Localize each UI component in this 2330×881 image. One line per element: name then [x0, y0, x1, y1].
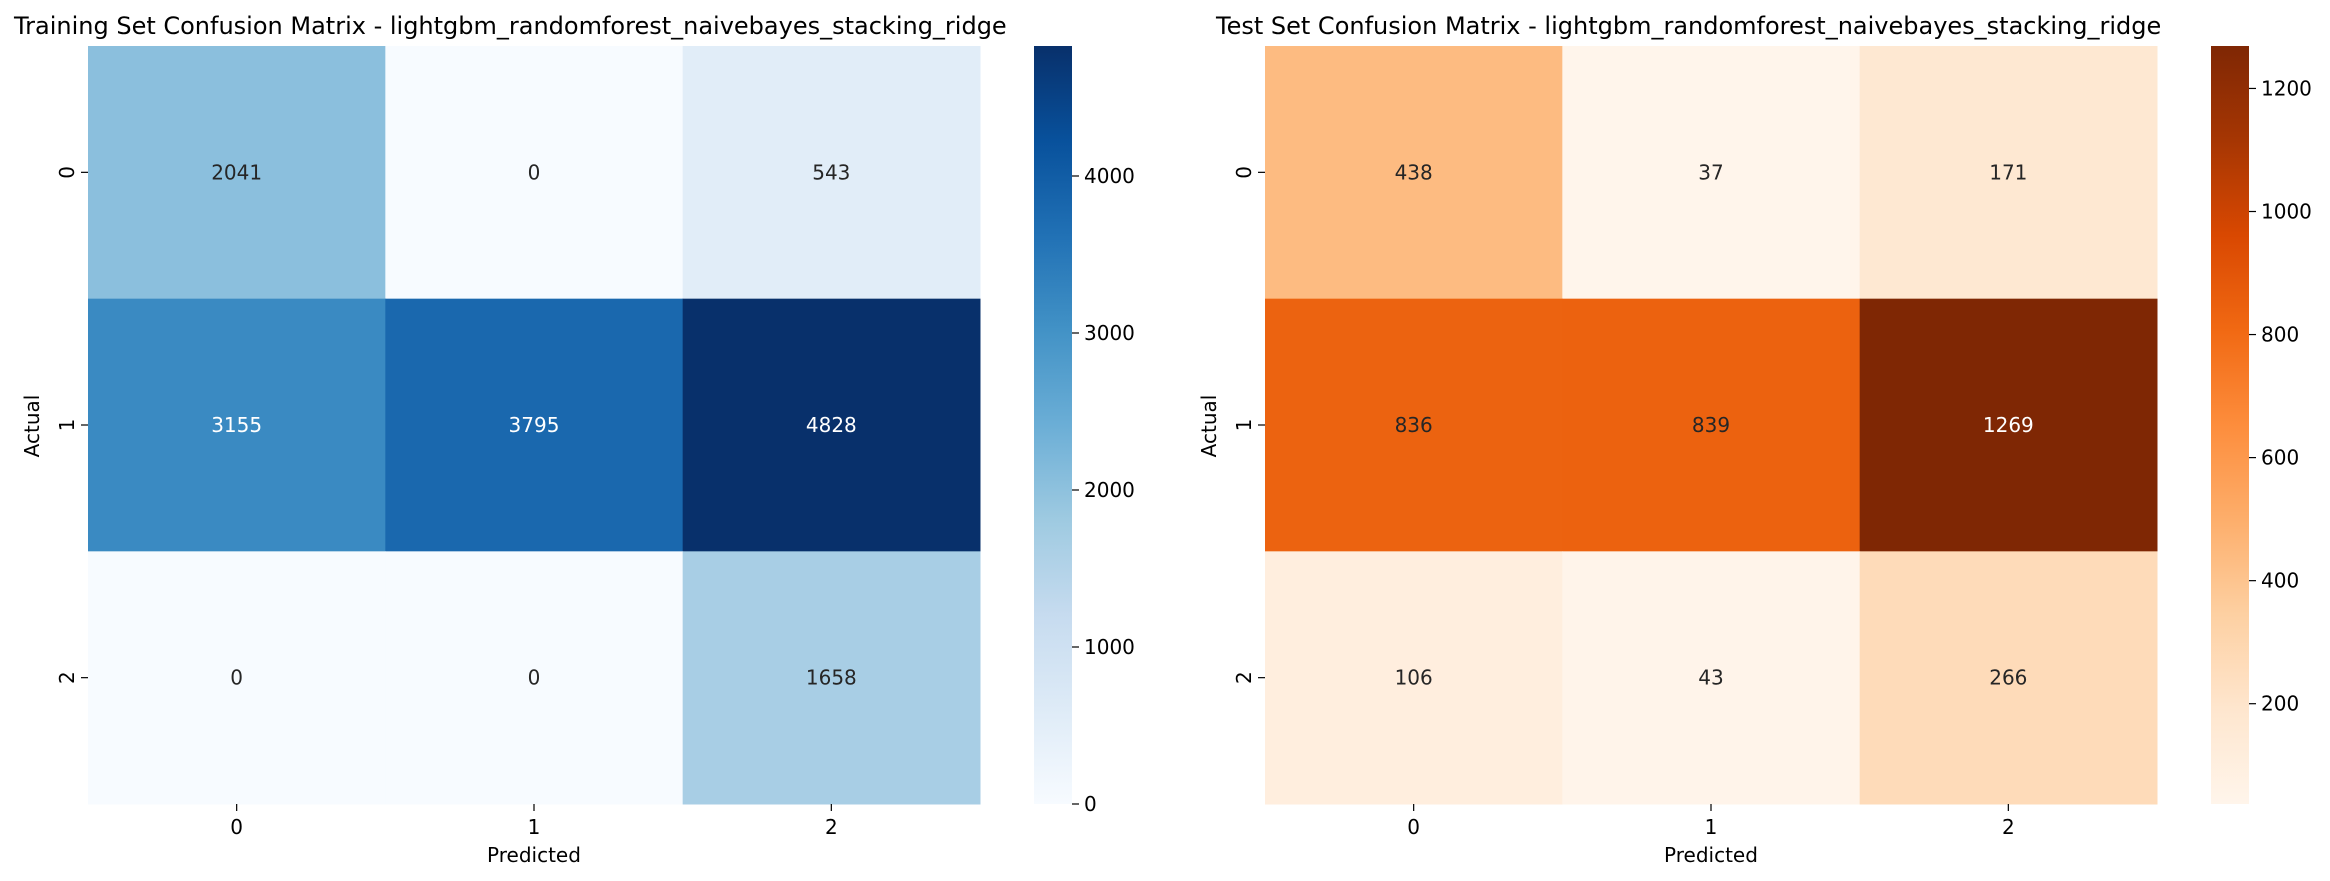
train-cell-r1-c1 — [385, 298, 684, 552]
train-colorbar-tick-label-1: 1000 — [1084, 635, 1135, 659]
train-cell-label-r1-c2: 4828 — [806, 413, 857, 437]
test-cell-r2-c1 — [1562, 551, 1861, 805]
test-colorbar-tick-label-5: 1200 — [2261, 76, 2312, 100]
test-x-tick-label-2: 2 — [2002, 815, 2015, 839]
test-cell-label-r0-c0: 438 — [1395, 160, 1433, 184]
test-heatmap-panel: Test Set Confusion Matrix - lightgbm_ran… — [1197, 12, 2312, 867]
train-x-axis-label: Predicted — [487, 843, 581, 867]
train-x-tick-label-2: 2 — [825, 815, 838, 839]
test-cell-r0-c0 — [1265, 46, 1563, 300]
test-cell-label-r0-c1: 37 — [1698, 160, 1723, 184]
test-cell-label-r1-c1: 839 — [1692, 413, 1730, 437]
test-colorbar-tick-label-0: 200 — [2261, 692, 2299, 716]
train-cell-r2-c0 — [88, 551, 386, 805]
train-y-tick-label-0: 0 — [55, 166, 79, 179]
train-y-tick-label-2: 2 — [55, 671, 79, 684]
test-cell-r0-c2 — [1859, 46, 2158, 300]
test-x-tick-label-1: 1 — [1705, 815, 1718, 839]
train-cell-label-r1-c1: 3795 — [509, 413, 560, 437]
train-cell-label-r2-c2: 1658 — [806, 666, 857, 690]
train-cell-label-r0-c1: 0 — [528, 160, 541, 184]
train-x-tick-label-1: 1 — [528, 815, 541, 839]
train-x-tick-label-0: 0 — [230, 815, 243, 839]
test-colorbar-tick-label-1: 400 — [2261, 569, 2299, 593]
test-chart-title: Test Set Confusion Matrix - lightgbm_ran… — [1215, 12, 2161, 40]
train-cell-r0-c0 — [88, 46, 386, 300]
train-cell-label-r0-c2: 543 — [812, 160, 850, 184]
train-colorbar — [1034, 46, 1072, 804]
train-colorbar-tick-label-2: 2000 — [1084, 478, 1135, 502]
train-colorbar-tick-label-3: 3000 — [1084, 321, 1135, 345]
test-colorbar — [2211, 46, 2249, 804]
test-y-tick-label-1: 1 — [1232, 419, 1256, 432]
train-cell-r2-c1 — [385, 551, 684, 805]
test-x-ticks: 0 1 2 — [1407, 804, 2015, 839]
train-cell-r2-c2 — [682, 551, 981, 805]
test-colorbar-tick-label-3: 800 — [2261, 323, 2299, 347]
test-x-axis-label: Predicted — [1664, 843, 1758, 867]
test-cell-r2-c0 — [1265, 551, 1563, 805]
train-cell-r1-c2 — [682, 298, 981, 552]
test-colorbar-tick-label-4: 1000 — [2261, 200, 2312, 224]
test-x-tick-label-0: 0 — [1407, 815, 1420, 839]
train-x-ticks: 0 1 2 — [230, 804, 838, 839]
train-chart-title: Training Set Confusion Matrix - lightgbm… — [13, 12, 1007, 40]
test-y-axis-label: Actual — [1197, 395, 1221, 458]
train-cell-r0-c2 — [682, 46, 981, 300]
test-colorbar-ticks: 200 400 600 800 1000 1200 — [2249, 76, 2312, 716]
train-y-axis-label: Actual — [20, 395, 44, 458]
test-y-ticks: 0 1 2 — [1232, 166, 1265, 684]
test-cell-r1-c2 — [1859, 298, 2158, 552]
test-cell-r2-c2 — [1859, 551, 2158, 805]
train-y-tick-label-1: 1 — [55, 419, 79, 432]
test-cell-label-r2-c0: 106 — [1395, 666, 1433, 690]
test-cell-r1-c1 — [1562, 298, 1861, 552]
train-cell-r1-c0 — [88, 298, 386, 552]
train-heatmap-cells: 2041 0 543 3155 3795 4828 0 0 1658 — [88, 46, 981, 805]
test-cell-label-r2-c1: 43 — [1698, 666, 1723, 690]
test-y-tick-label-2: 2 — [1232, 671, 1256, 684]
train-heatmap-panel: Training Set Confusion Matrix - lightgbm… — [13, 12, 1135, 867]
test-colorbar-tick-label-2: 600 — [2261, 446, 2299, 470]
train-cell-label-r2-c0: 0 — [230, 666, 243, 690]
test-heatmap-cells: 438 37 171 836 839 1269 106 43 266 — [1265, 46, 2158, 805]
test-cell-label-r1-c0: 836 — [1395, 413, 1433, 437]
test-cell-label-r1-c2: 1269 — [1983, 413, 2034, 437]
train-colorbar-tick-label-0: 0 — [1084, 792, 1097, 816]
test-cell-label-r2-c2: 266 — [1989, 666, 2027, 690]
train-colorbar-ticks: 0 1000 2000 3000 4000 — [1072, 164, 1135, 816]
train-cell-label-r2-c1: 0 — [528, 666, 541, 690]
train-cell-label-r1-c0: 3155 — [211, 413, 262, 437]
test-y-tick-label-0: 0 — [1232, 166, 1256, 179]
test-cell-label-r0-c2: 171 — [1989, 160, 2027, 184]
train-y-ticks: 0 1 2 — [55, 166, 88, 684]
test-cell-r0-c1 — [1562, 46, 1861, 300]
train-colorbar-tick-label-4: 4000 — [1084, 164, 1135, 188]
test-cell-r1-c0 — [1265, 298, 1563, 552]
train-cell-r0-c1 — [385, 46, 684, 300]
train-cell-label-r0-c0: 2041 — [211, 160, 262, 184]
